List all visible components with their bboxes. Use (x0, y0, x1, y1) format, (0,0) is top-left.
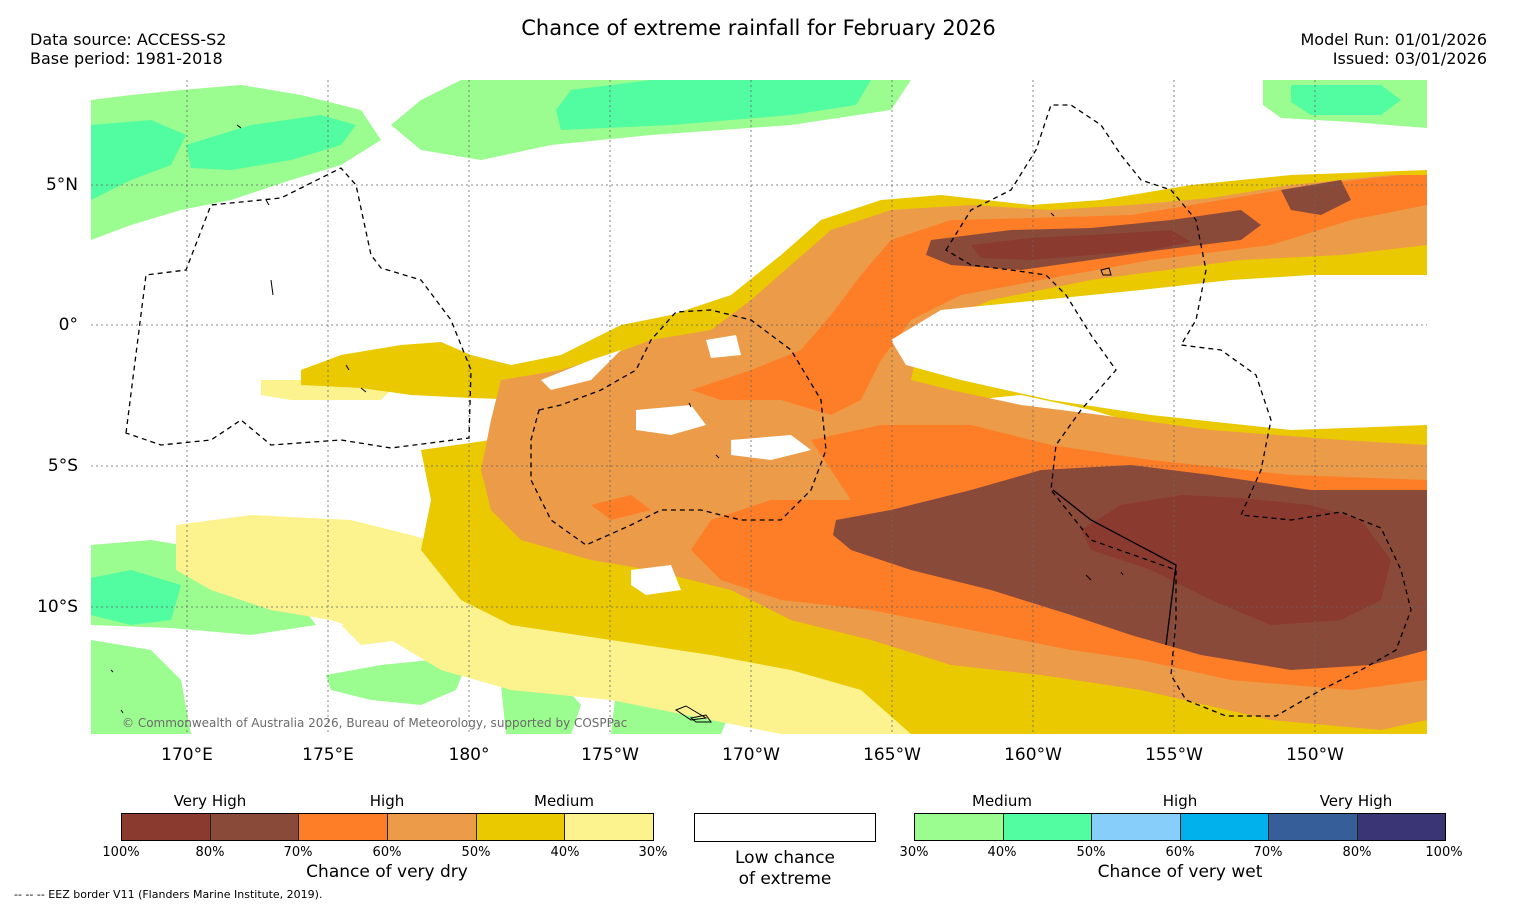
wet-swatch (1002, 814, 1091, 840)
wet-category-label: High (1162, 792, 1198, 810)
model-run: Model Run: 01/01/2026 (1300, 30, 1488, 49)
longitude-label: 180° (448, 745, 490, 765)
wet-swatch (1356, 814, 1445, 840)
dry-tick: 60% (372, 845, 402, 860)
wet-tick: 30% (899, 845, 929, 860)
wet-tick: 60% (1165, 845, 1195, 860)
issued-date: Issued: 03/01/2026 (1332, 49, 1487, 68)
wet-colorbar (914, 813, 1446, 841)
longitude-label: 150°W (1286, 745, 1344, 765)
longitude-label: 175°E (302, 745, 354, 765)
map-canvas (91, 80, 1427, 734)
latitude-label: 5°N (45, 175, 78, 195)
dry-category-label: High (369, 792, 405, 810)
wet-swatch (915, 814, 1003, 840)
longitude-label: 155°W (1145, 745, 1203, 765)
dry-tick: 40% (550, 845, 580, 860)
low-chance-line2: of extreme (738, 869, 832, 889)
longitude-label: 160°W (1004, 745, 1062, 765)
dry-swatch (298, 814, 388, 840)
copyright-notice: © Commonwealth of Australia 2026, Bureau… (122, 716, 628, 730)
dry-legend-title: Chance of very dry (306, 862, 468, 882)
eez-footnote: -- -- -- EEZ border V11 (Flanders Marine… (14, 888, 323, 901)
longitude-label: 165°W (863, 745, 921, 765)
wet-tick: 50% (1076, 845, 1106, 860)
dry-swatch (387, 814, 476, 840)
wet-tick: 80% (1342, 845, 1372, 860)
wet-tick: 40% (987, 845, 1017, 860)
wet-tick: 100% (1425, 845, 1463, 860)
latitude-label: 10°S (37, 597, 78, 617)
dry-colorbar (121, 813, 654, 841)
wet-tick: 70% (1253, 845, 1283, 860)
dry-swatch (475, 814, 565, 840)
low-chance-label: Low chance of extreme (694, 848, 876, 890)
longitude-label: 170°W (722, 745, 780, 765)
latitude-label: 0° (58, 315, 78, 335)
island-outlines (110, 124, 1124, 723)
dry-swatch (564, 814, 654, 840)
wet-swatch (1179, 814, 1268, 840)
low-chance-line1: Low chance (735, 848, 835, 868)
wet-high-regions (91, 80, 1401, 625)
wet-category-label: Medium (972, 792, 1032, 810)
dry-swatch (209, 814, 299, 840)
eez-solid-border (1052, 489, 1177, 646)
longitude-label: 170°E (161, 745, 213, 765)
wet-category-label: Very High (1319, 792, 1393, 810)
latitude-label: 5°S (47, 456, 78, 476)
dry-tick: 50% (461, 845, 491, 860)
map-gridlines (91, 80, 1427, 734)
dry-extreme-regions (971, 230, 1391, 625)
wet-swatch (1091, 814, 1180, 840)
dry-category-label: Very High (173, 792, 247, 810)
eez-borders (125, 104, 1412, 717)
dry-tick: 80% (195, 845, 225, 860)
longitude-label: 175°W (581, 745, 639, 765)
low-chance-regions (541, 275, 1427, 595)
map-title: Chance of extreme rainfall for February … (521, 16, 996, 40)
dry-tick: 30% (638, 845, 668, 860)
base-period: Base period: 1981-2018 (30, 49, 223, 68)
low-chance-swatch (694, 813, 876, 842)
wet-legend-title: Chance of very wet (1097, 862, 1263, 882)
data-source: Data source: ACCESS-S2 (30, 30, 227, 49)
dry-swatch (122, 814, 210, 840)
rainfall-map[interactable] (91, 80, 1427, 734)
dry-tick: 70% (283, 845, 313, 860)
wet-swatch (1268, 814, 1357, 840)
dry-category-label: Medium (534, 792, 594, 810)
dry-tick: 100% (102, 845, 140, 860)
